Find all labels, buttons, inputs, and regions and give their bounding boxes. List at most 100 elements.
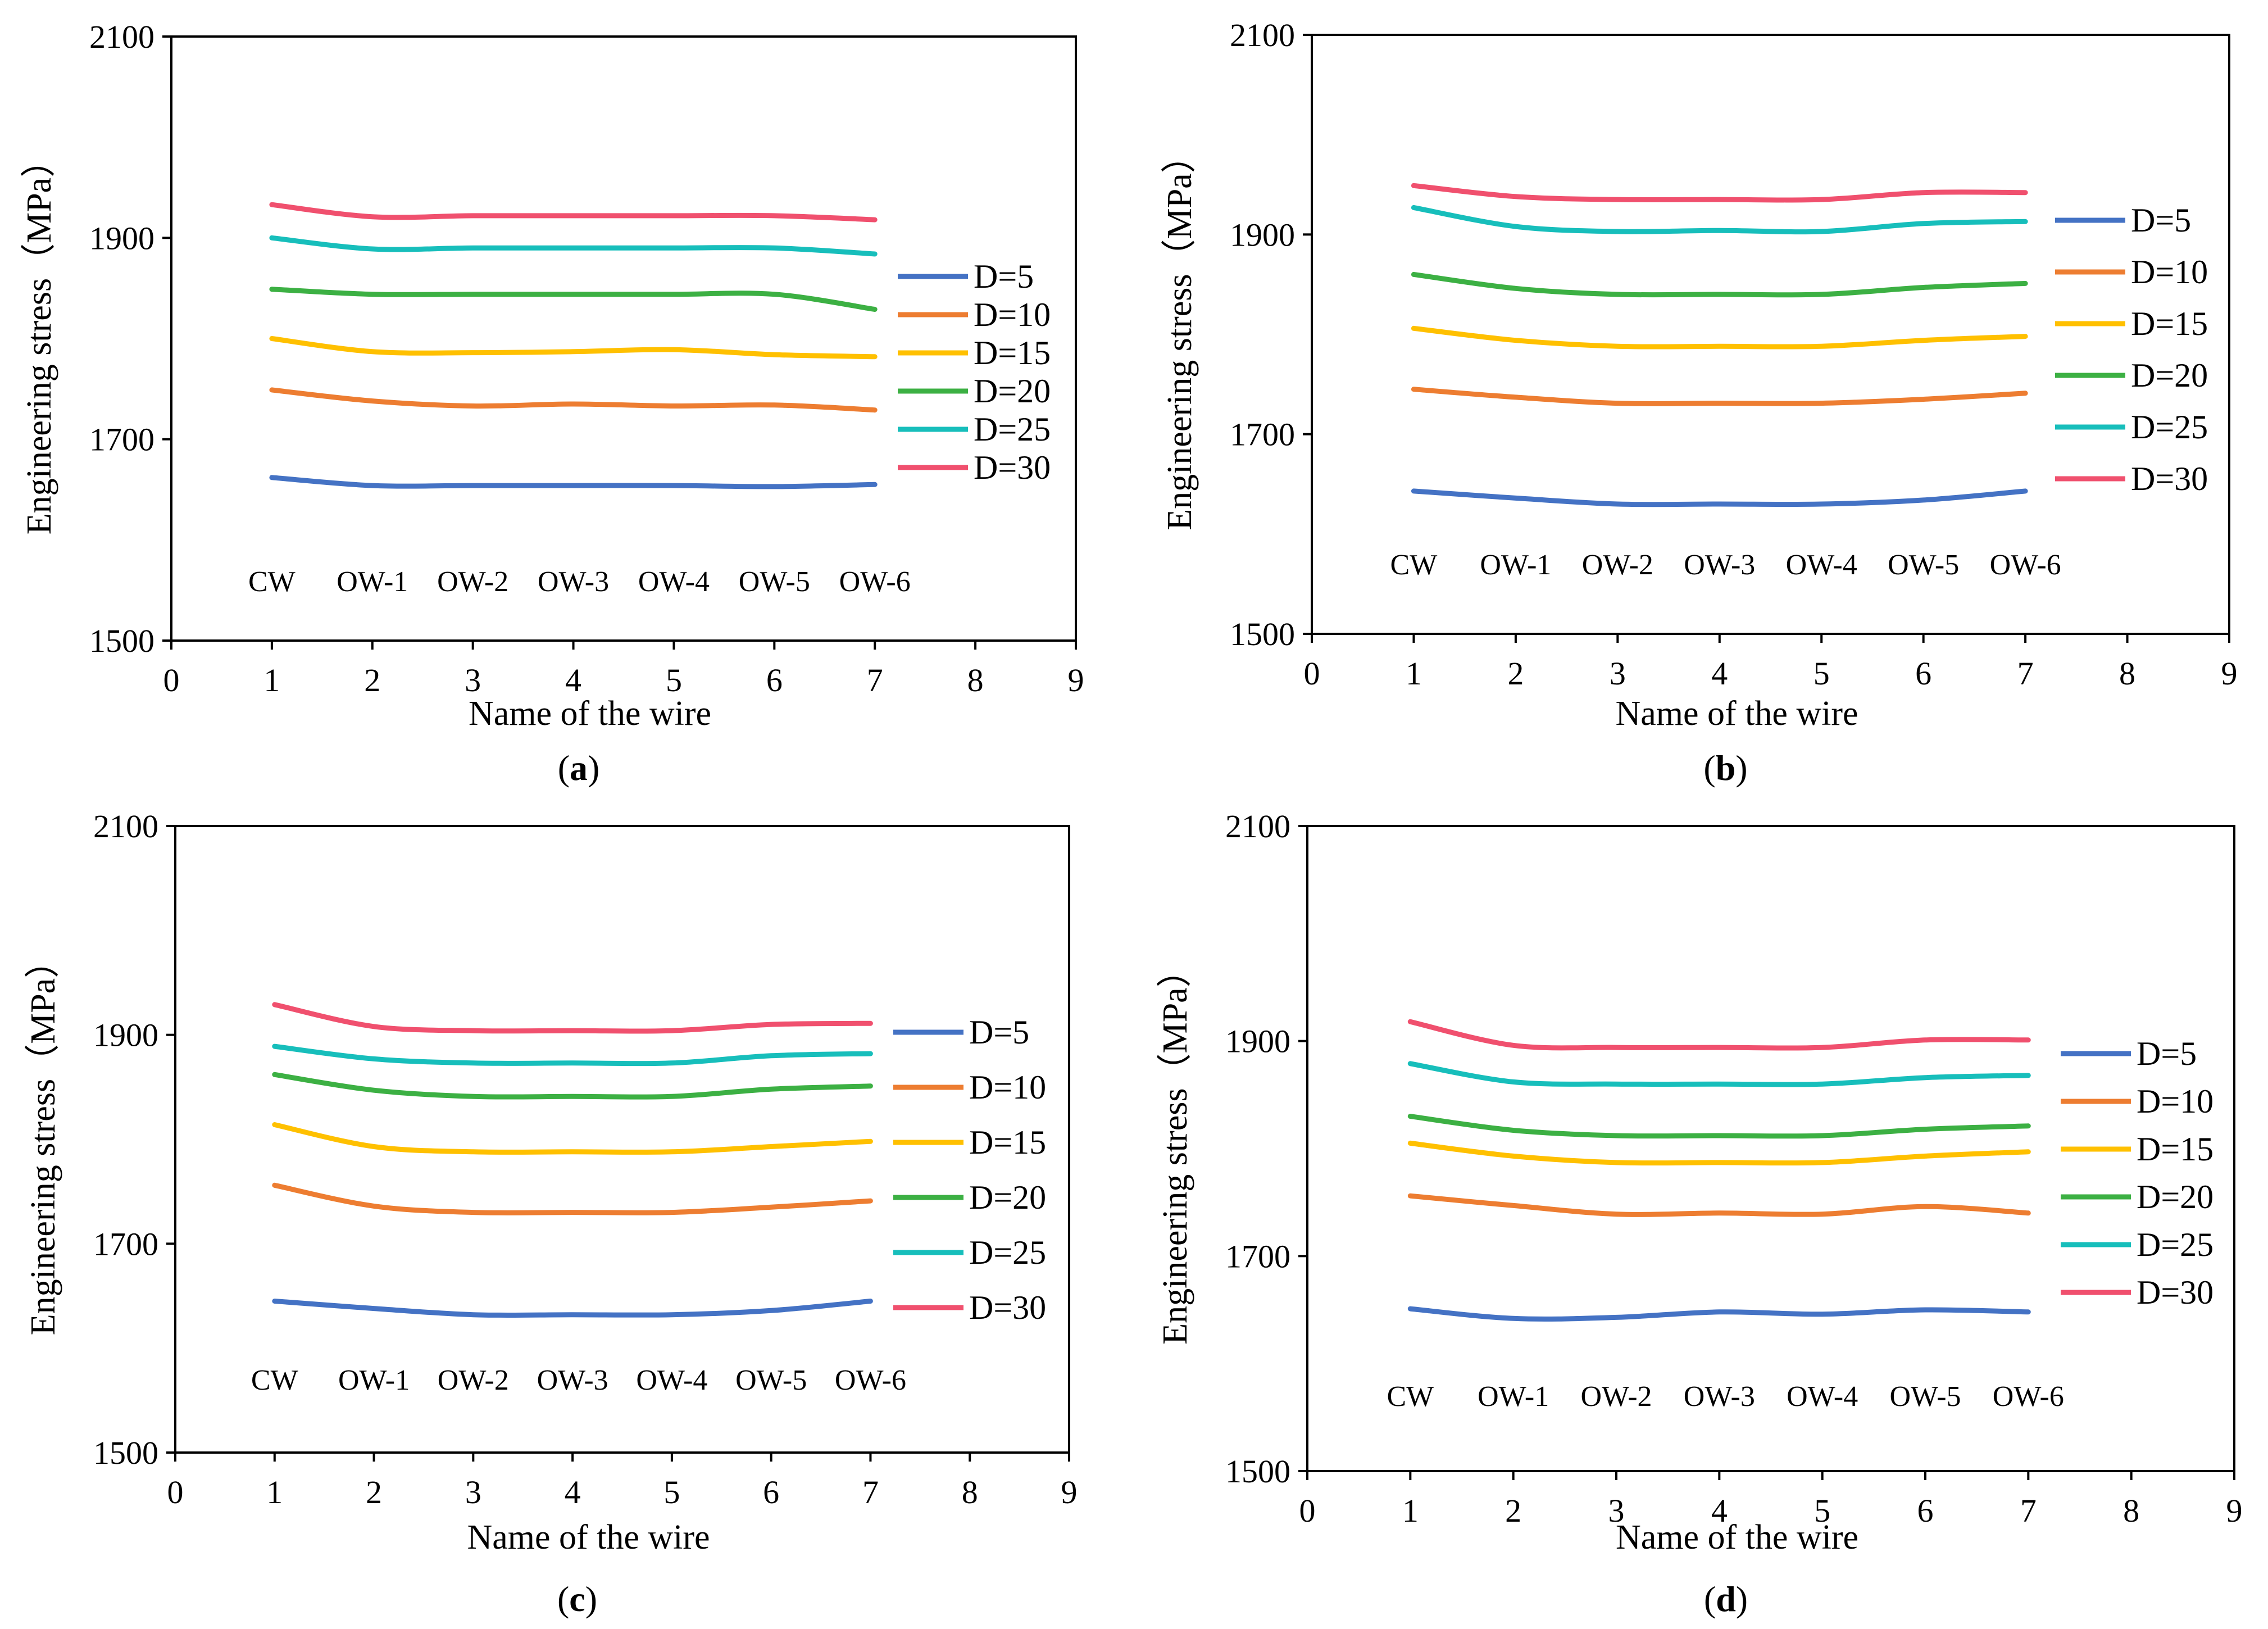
wire-label: CW [248,566,296,598]
x-tick-label: 9 [2221,655,2238,692]
legend-label: D=15 [969,1124,1046,1161]
wire-label: OW-6 [839,566,911,598]
wire-label: OW-6 [835,1364,906,1396]
y-tick-label: 1700 [89,421,154,458]
panel-caption: (c) [557,1579,597,1619]
wire-label: OW-1 [338,1364,410,1396]
x-tick-label: 1 [1406,655,1422,692]
y-tick-label: 1700 [1230,416,1295,453]
x-tick-label: 2 [366,1474,382,1510]
panel-caption: (a) [558,748,600,788]
y-tick-label: 1700 [1225,1238,1290,1274]
x-tick-label: 3 [465,1474,481,1510]
series-line-d-5 [269,475,878,489]
plot-frame [174,825,1070,1454]
y-tick-label: 1900 [1225,1023,1290,1060]
x-tick-label: 1 [263,662,280,698]
legend-label: D=10 [2137,1083,2214,1120]
y-axis-title: Engineering stress（MPa） [24,943,62,1335]
legend-label: D=30 [969,1289,1046,1326]
x-tick-label: 2 [364,662,380,698]
series-line-d-20 [269,287,878,312]
chart-panel-a: 0 1 2 3 4 5 6 7 8 9 1500 1700 1900 2100 Name of the wi… [20,19,1084,788]
legend-label: D=5 [969,1014,1029,1051]
x-tick-label: 8 [2119,655,2135,692]
x-tick-label: 3 [1608,1492,1625,1529]
x-tick-label: 9 [1068,662,1084,698]
wire-label: CW [1390,549,1438,581]
wire-label: OW-2 [438,1364,509,1396]
x-tick-label: 4 [565,1474,581,1510]
y-tick-label: 1500 [1225,1453,1290,1490]
series-line-d-30 [1411,183,2028,203]
legend-label: D=10 [974,296,1051,333]
y-tick-label: 2100 [93,808,158,845]
legend-label: D=20 [969,1179,1046,1216]
legend-label: D=10 [2131,253,2208,291]
y-tick-label: 1500 [93,1435,158,1471]
x-tick-label: 6 [1917,1492,1934,1529]
y-axis-title: Engineering stress（MPa） [1161,138,1199,530]
series-line-d-30 [272,1002,873,1034]
series-line-d-5 [1411,488,2028,507]
x-tick-label: 6 [766,662,783,698]
series-line-d-5 [1407,1306,2031,1322]
series-line-d-10 [1411,387,2028,406]
wire-label: OW-2 [437,566,508,598]
x-tick-label: 2 [1507,655,1524,692]
wire-label: OW-5 [735,1364,807,1396]
x-tick-label: 5 [1814,655,1830,692]
legend-label: D=15 [2137,1131,2214,1168]
series-line-d-15 [272,1122,873,1155]
x-axis-title: Name of the wire [1616,1518,1858,1557]
y-tick-label: 1900 [1230,216,1295,253]
series-line-d-5 [272,1299,873,1318]
x-tick-label: 4 [1711,655,1728,692]
x-tick-label: 7 [862,1474,879,1510]
x-tick-label: 1 [266,1474,283,1510]
legend-label: D=30 [2131,460,2208,497]
series-line-d-15 [269,336,878,360]
legend-label: D=20 [974,373,1051,410]
x-axis-title: Name of the wire [467,1518,710,1557]
y-tick-label: 1900 [89,220,154,256]
plot-frame [1311,34,2230,635]
panel-caption: (b) [1703,748,1747,788]
wire-label: OW-3 [537,1364,608,1396]
legend-label: D=25 [2131,409,2208,446]
x-tick-label: 4 [1711,1492,1728,1529]
legend-label: D=20 [2137,1178,2214,1215]
wire-label: OW-4 [1786,549,1857,581]
x-tick-label: 8 [2123,1492,2139,1529]
wire-label: OW-1 [1478,1381,1549,1413]
series-line-d-25 [269,235,878,257]
wire-label: OW-5 [1888,549,1959,581]
legend-label: D=25 [974,411,1051,448]
wire-label: OW-1 [337,566,408,598]
wire-label: OW-1 [1480,549,1551,581]
x-tick-label: 8 [962,1474,978,1510]
x-axis-title: Name of the wire [1615,695,1858,733]
series-line-d-10 [1407,1193,2031,1217]
series-line-d-15 [1411,325,2028,350]
x-tick-label: 7 [2020,1492,2037,1529]
legend-label: D=5 [2131,202,2191,239]
wire-label: OW-5 [739,566,810,598]
x-tick-label: 5 [663,1474,680,1510]
y-tick-label: 2100 [1225,808,1290,845]
x-tick-label: 0 [1304,655,1320,692]
legend-label: D=5 [974,258,1034,295]
plot-frame [170,35,1077,642]
series-line-d-15 [1407,1140,2031,1166]
series-line-d-20 [1411,271,2028,298]
x-tick-label: 8 [967,662,984,698]
y-axis-title: Engineering stress（MPa） [1156,952,1194,1344]
x-tick-label: 9 [2226,1492,2243,1529]
y-tick-label: 1500 [1230,616,1295,652]
y-tick-label: 1500 [89,623,154,659]
wire-label: CW [251,1364,298,1396]
x-tick-label: 6 [1915,655,1931,692]
y-axis-title: Engineering stress（MPa） [20,143,58,534]
series-line-d-20 [1407,1114,2031,1139]
chart-panel-b: 0 1 2 3 4 5 6 7 8 9 1500 1700 1900 2100 Name of the wi… [1161,17,2238,788]
